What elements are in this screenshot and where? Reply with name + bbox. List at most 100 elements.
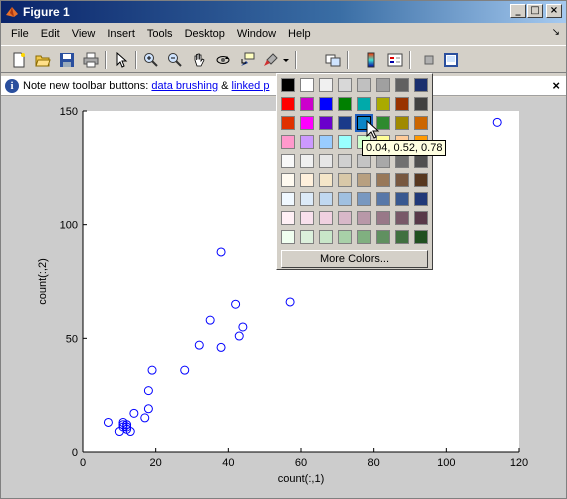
rotate-3d-icon[interactable] [213,50,233,70]
color-swatch[interactable] [357,192,371,206]
color-swatch[interactable] [319,192,333,206]
menu-tools[interactable]: Tools [146,27,173,40]
color-swatch[interactable] [376,173,390,187]
color-swatch[interactable] [357,173,371,187]
open-file-icon[interactable] [33,50,53,70]
colorbar-icon[interactable] [361,50,381,70]
color-swatch[interactable] [338,135,352,149]
color-swatch[interactable] [376,78,390,92]
menu-help[interactable]: Help [288,27,311,40]
color-swatch[interactable] [338,173,352,187]
link-plot-icon[interactable] [323,50,343,70]
color-swatch[interactable] [338,154,352,168]
color-swatch[interactable] [395,154,409,168]
color-swatch[interactable] [357,230,371,244]
color-swatch[interactable] [319,97,333,111]
new-figure-icon[interactable] [9,50,29,70]
color-swatch[interactable] [338,230,352,244]
color-swatch[interactable] [300,97,314,111]
color-swatch[interactable] [414,116,428,130]
minimize-button[interactable]: _ [510,4,526,18]
color-swatch[interactable] [281,211,295,225]
color-swatch[interactable] [319,211,333,225]
linked-plots-link[interactable]: linked p [231,80,270,92]
save-icon[interactable] [57,50,77,70]
color-swatch[interactable] [395,230,409,244]
pointer-icon[interactable] [111,50,131,70]
color-swatch[interactable] [414,154,428,168]
color-swatch[interactable] [319,173,333,187]
menu-file[interactable]: File [11,27,29,40]
brush-icon[interactable] [261,50,281,70]
color-swatch[interactable] [319,78,333,92]
color-swatch[interactable] [300,192,314,206]
zoom-out-icon[interactable] [165,50,185,70]
color-swatch[interactable] [414,211,428,225]
color-swatch[interactable] [338,78,352,92]
color-swatch[interactable] [300,173,314,187]
color-swatch[interactable] [281,154,295,168]
maximize-button[interactable]: □ [527,4,543,18]
color-swatch[interactable] [376,192,390,206]
color-swatch[interactable] [357,154,371,168]
color-swatch[interactable] [395,192,409,206]
color-swatch[interactable] [281,135,295,149]
menu-edit[interactable]: Edit [40,27,60,40]
color-swatch[interactable] [300,78,314,92]
color-swatch[interactable] [300,116,314,130]
color-swatch[interactable] [300,135,314,149]
color-swatch[interactable] [281,78,295,92]
color-swatch[interactable] [395,97,409,111]
more-colors-button[interactable]: More Colors... [281,250,428,268]
menu-view[interactable]: View [71,27,96,40]
color-swatch[interactable] [376,97,390,111]
color-swatch[interactable] [357,78,371,92]
color-swatch[interactable] [414,97,428,111]
color-swatch[interactable] [319,116,333,130]
color-swatch[interactable] [338,97,352,111]
color-swatch[interactable] [376,230,390,244]
brush-dropdown-icon[interactable] [281,50,291,70]
color-swatch[interactable] [376,116,390,130]
show-plot-tools-icon[interactable] [441,50,461,70]
color-swatch[interactable] [376,154,390,168]
legend-icon[interactable] [385,50,405,70]
color-swatch[interactable] [281,230,295,244]
data-cursor-icon[interactable] [237,50,257,70]
color-swatch[interactable] [414,173,428,187]
color-swatch[interactable] [414,78,428,92]
color-swatch[interactable] [414,192,428,206]
color-swatch[interactable] [281,173,295,187]
color-swatch[interactable] [338,192,352,206]
color-swatch[interactable] [319,230,333,244]
color-swatch[interactable] [300,211,314,225]
color-swatch[interactable] [414,230,428,244]
color-swatch[interactable] [281,116,295,130]
color-swatch[interactable] [395,211,409,225]
color-swatch[interactable] [376,211,390,225]
color-swatch[interactable] [357,211,371,225]
data-brushing-link[interactable]: data brushing [151,80,219,92]
color-swatch[interactable] [338,211,352,225]
color-swatch[interactable] [300,154,314,168]
color-swatch[interactable] [281,97,295,111]
menubar-dock-arrow-icon[interactable]: ↘ [551,27,560,38]
print-icon[interactable] [81,50,101,70]
color-swatch[interactable] [395,78,409,92]
menu-window[interactable]: Window [236,27,277,40]
color-swatch[interactable] [300,230,314,244]
color-swatch[interactable] [281,192,295,206]
close-button[interactable]: × [546,4,562,18]
color-swatch[interactable] [357,97,371,111]
color-swatch[interactable] [319,154,333,168]
color-swatch[interactable] [338,116,352,130]
menu-desktop[interactable]: Desktop [184,27,225,40]
pan-hand-icon[interactable] [189,50,209,70]
hide-plot-tools-icon[interactable] [419,50,439,70]
title-bar[interactable]: Figure 1 _ □ × [1,1,566,23]
menu-insert[interactable]: Insert [107,27,135,40]
color-swatch[interactable] [395,116,409,130]
info-close-icon[interactable]: × [552,78,560,93]
color-swatch[interactable] [395,173,409,187]
zoom-in-icon[interactable] [141,50,161,70]
